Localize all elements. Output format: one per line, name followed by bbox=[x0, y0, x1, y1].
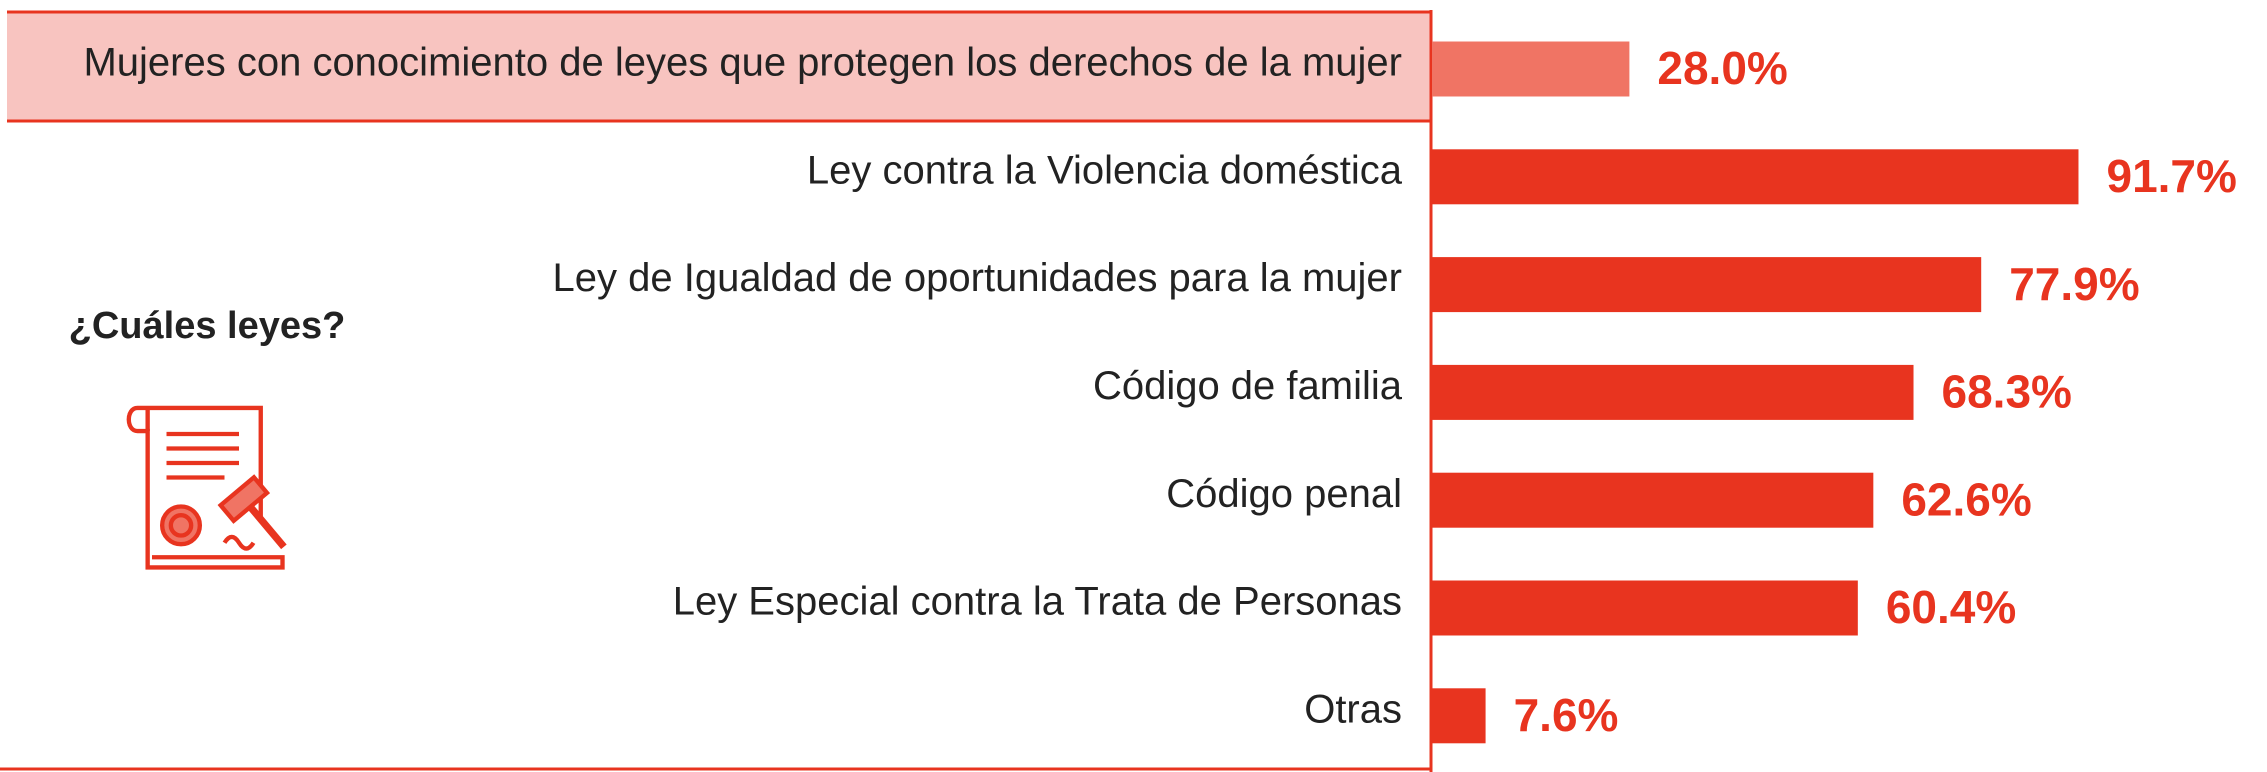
bar bbox=[1432, 257, 1982, 313]
annotation: ¿Cuáles leyes? bbox=[69, 305, 346, 347]
value-label: 60.4% bbox=[1886, 581, 2016, 633]
highlight-box bbox=[7, 12, 1431, 121]
value-label: 68.3% bbox=[1942, 366, 2072, 418]
category-label: Ley contra la Violencia doméstica bbox=[807, 148, 1403, 192]
value-label: 7.6% bbox=[1514, 689, 1619, 741]
value-label: 62.6% bbox=[1901, 473, 2031, 525]
category-label: Mujeres con conocimiento de leyes que pr… bbox=[83, 41, 1402, 85]
bar bbox=[1432, 688, 1486, 744]
category-label: Código penal bbox=[1166, 472, 1402, 516]
bar bbox=[1432, 580, 1858, 636]
law-icon bbox=[126, 405, 287, 570]
value-label: 91.7% bbox=[2106, 150, 2236, 202]
bar bbox=[1432, 472, 1874, 528]
bar bbox=[1432, 149, 2079, 205]
category-label: Ley Especial contra la Trata de Personas bbox=[673, 580, 1402, 624]
category-label: Código de familia bbox=[1093, 364, 1403, 408]
bar bbox=[1432, 364, 1914, 420]
category-label: Ley de Igualdad de oportunidades para la… bbox=[553, 256, 1403, 300]
value-label: 77.9% bbox=[2009, 258, 2139, 310]
value-label: 28.0% bbox=[1657, 42, 1787, 94]
category-label: Otras bbox=[1304, 687, 1402, 731]
bar bbox=[1432, 41, 1630, 97]
